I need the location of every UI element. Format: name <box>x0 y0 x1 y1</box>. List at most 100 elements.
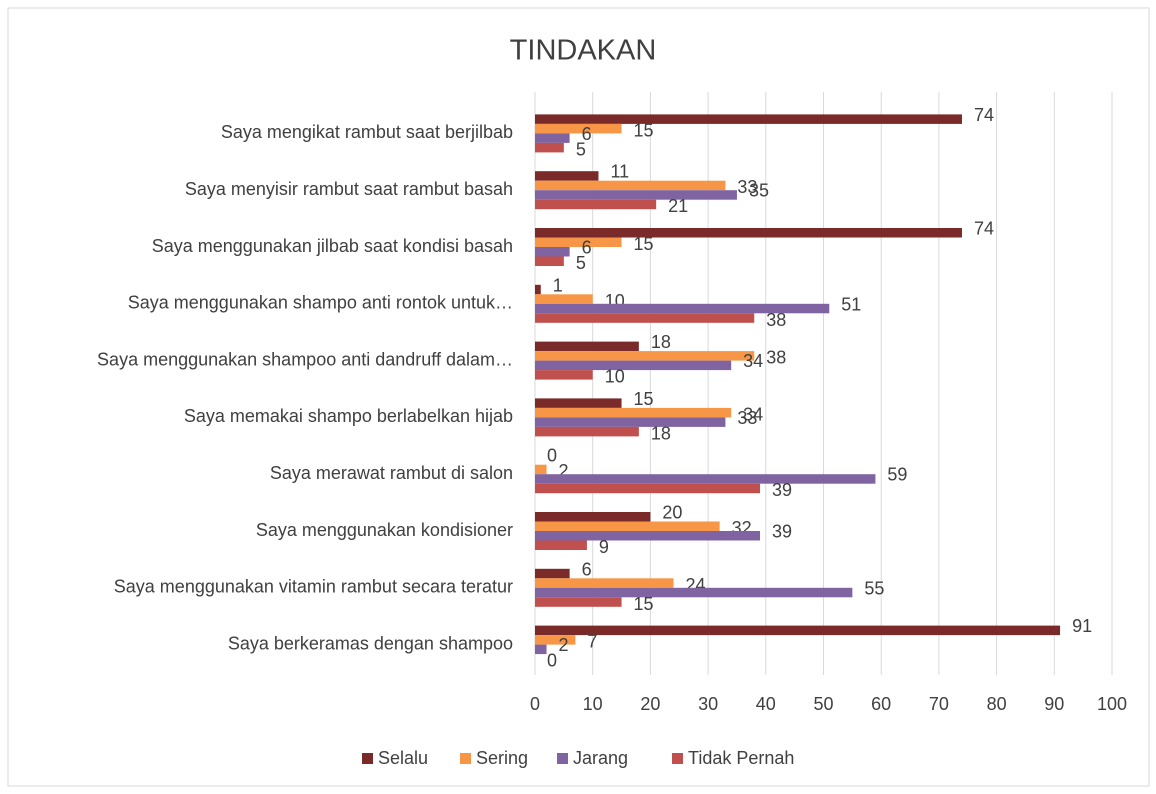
data-label: 20 <box>662 503 682 523</box>
data-label: 6 <box>582 124 592 144</box>
category-label: Saya mengikat rambut saat berjilbab <box>221 122 513 142</box>
data-label: 7 <box>587 632 597 652</box>
category-label: Saya menggunakan kondisioner <box>256 520 513 540</box>
legend-swatch <box>672 753 683 764</box>
data-label: 5 <box>576 139 586 159</box>
data-label: 39 <box>772 522 792 542</box>
data-label: 39 <box>772 480 792 500</box>
bar <box>535 464 547 475</box>
data-label: 59 <box>887 465 907 485</box>
bar <box>535 247 570 257</box>
data-label: 15 <box>634 120 654 140</box>
legend-swatch <box>557 753 568 764</box>
data-label: 34 <box>743 404 763 424</box>
data-label: 55 <box>864 578 884 598</box>
data-label: 15 <box>634 389 654 409</box>
bar <box>535 417 726 427</box>
bar <box>535 512 651 522</box>
data-label: 51 <box>841 294 861 314</box>
legend-swatch <box>460 753 471 764</box>
category-label: Saya merawat rambut di salon <box>270 463 513 483</box>
data-label: 18 <box>651 332 671 352</box>
data-label: 18 <box>651 423 671 443</box>
bar <box>535 284 541 295</box>
category-label: Saya menggunakan shampo anti rontok untu… <box>128 293 513 313</box>
data-label: 9 <box>599 537 609 557</box>
chart-title: TINDAKAN <box>510 35 657 67</box>
bar <box>535 180 726 191</box>
bar <box>535 578 674 588</box>
bar <box>535 426 639 437</box>
category-label: Saya memakai shampo berlabelkan hijab <box>184 406 513 426</box>
x-tick-label: 40 <box>756 694 776 714</box>
legend-label: Jarang <box>573 748 628 768</box>
bar <box>535 625 1061 636</box>
data-label: 21 <box>668 196 688 216</box>
bar <box>535 597 622 607</box>
category-label: Saya berkeramas dengan shampoo <box>228 633 513 653</box>
bar <box>535 313 755 323</box>
legend-label: Selalu <box>378 748 428 768</box>
data-label: 33 <box>737 408 757 428</box>
data-label: 91 <box>1072 616 1092 636</box>
data-label: 2 <box>559 635 569 655</box>
bar <box>535 398 622 408</box>
category-label: Saya menggunakan jilbab saat kondisi bas… <box>152 236 513 256</box>
data-label: 0 <box>547 651 557 671</box>
bar <box>535 483 761 494</box>
category-label: Saya menggunakan shampoo anti dandruff d… <box>97 349 513 369</box>
data-label: 15 <box>634 234 654 254</box>
bar <box>535 171 599 181</box>
x-tick-label: 60 <box>871 694 891 714</box>
x-tick-label: 90 <box>1044 694 1064 714</box>
bar <box>535 521 720 531</box>
bar <box>535 133 570 143</box>
bar <box>535 587 853 598</box>
x-tick-label: 80 <box>987 694 1007 714</box>
data-label: 74 <box>974 219 994 239</box>
bar <box>535 123 622 134</box>
data-label: 6 <box>582 238 592 258</box>
data-label: 38 <box>766 348 786 368</box>
bar <box>535 341 639 352</box>
data-label: 6 <box>582 559 592 579</box>
data-label: 35 <box>749 181 769 201</box>
data-label: 34 <box>743 351 763 371</box>
data-label: 5 <box>576 253 586 273</box>
bar <box>535 635 576 645</box>
bar <box>535 114 962 124</box>
x-tick-label: 50 <box>813 694 833 714</box>
bar <box>535 360 732 371</box>
bar <box>535 303 830 314</box>
data-label: 33 <box>737 177 757 197</box>
data-label: 2 <box>559 461 569 481</box>
chart-border <box>7 7 1150 787</box>
data-label: 0 <box>547 446 557 466</box>
bar <box>535 228 962 238</box>
data-label: 15 <box>634 594 654 614</box>
category-label: Saya menyisir rambut saat rambut basah <box>185 179 513 199</box>
data-label: 38 <box>766 310 786 330</box>
bar <box>535 351 755 361</box>
bar <box>535 568 570 579</box>
bar <box>535 531 761 541</box>
x-tick-label: 100 <box>1097 694 1127 714</box>
legend-label: Tidak Pernah <box>688 748 794 768</box>
bar <box>535 256 564 266</box>
bar <box>535 190 737 200</box>
x-tick-label: 30 <box>698 694 718 714</box>
bar <box>535 474 876 484</box>
data-label: 11 <box>610 162 629 182</box>
bar <box>535 142 564 153</box>
data-label: 10 <box>605 367 625 387</box>
bar <box>535 237 622 247</box>
legend-swatch <box>362 753 373 764</box>
bar <box>535 407 732 418</box>
bar <box>535 540 587 550</box>
data-label: 74 <box>974 105 994 125</box>
bar <box>535 294 593 304</box>
legend-label: Sering <box>476 748 528 768</box>
bar <box>535 370 593 380</box>
bar <box>535 199 657 210</box>
